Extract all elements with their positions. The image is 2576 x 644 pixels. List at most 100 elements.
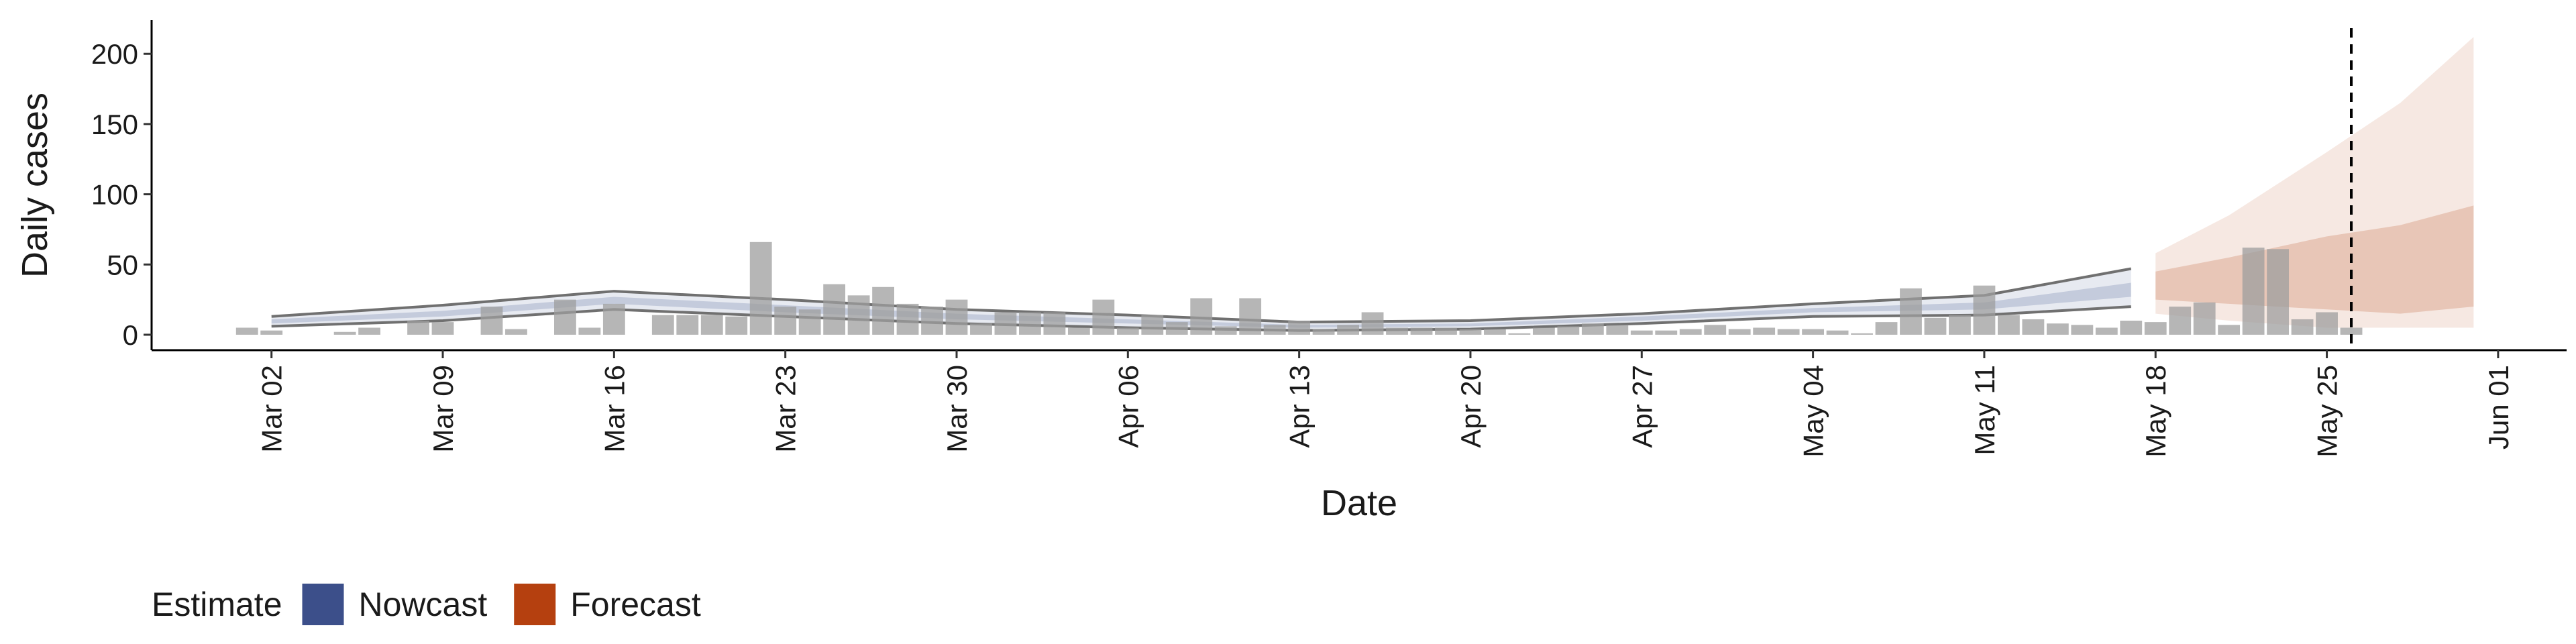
bar xyxy=(847,295,870,335)
ribbon-outer xyxy=(2155,37,2474,328)
bar xyxy=(1435,327,1457,335)
bar xyxy=(2022,319,2045,335)
x-tick-label: Mar 09 xyxy=(427,365,459,453)
bar xyxy=(1410,327,1433,335)
x-tick-label: May 04 xyxy=(1798,365,1829,458)
bar xyxy=(1630,330,1653,335)
bar xyxy=(896,303,919,335)
legend-swatch xyxy=(302,584,344,625)
ribbon-edge xyxy=(271,267,2132,324)
ribbon-inner xyxy=(271,282,2131,328)
bar xyxy=(2169,307,2192,335)
bar xyxy=(1459,329,1482,335)
ribbon-inner xyxy=(2155,205,2474,314)
bar xyxy=(1067,327,1090,335)
x-tick-label: Apr 27 xyxy=(1626,365,1658,448)
x-tick-label: Apr 20 xyxy=(1455,365,1487,448)
bar xyxy=(1997,315,2020,335)
bar xyxy=(2291,319,2314,335)
bar xyxy=(1337,325,1359,335)
bar xyxy=(945,299,968,335)
bar xyxy=(1826,330,1849,335)
bar xyxy=(1900,288,1922,335)
bar xyxy=(676,315,699,335)
bar xyxy=(554,299,576,335)
bar xyxy=(260,330,283,335)
bar xyxy=(970,323,992,335)
bar xyxy=(1557,326,1580,335)
bar xyxy=(2340,327,2363,335)
y-tick-label: 100 xyxy=(91,179,138,211)
x-tick-label: Jun 01 xyxy=(2483,365,2514,449)
bar xyxy=(1581,323,1604,335)
bar xyxy=(1386,327,1408,335)
bar xyxy=(1263,325,1286,335)
bar xyxy=(798,309,821,335)
bar xyxy=(1092,299,1115,335)
bar xyxy=(602,303,625,335)
x-tick-label: May 11 xyxy=(1969,365,2000,455)
bar xyxy=(1141,315,1164,335)
bar xyxy=(700,315,723,335)
bar xyxy=(578,327,601,335)
bar xyxy=(1704,325,1727,335)
bar xyxy=(2144,322,2167,335)
bar xyxy=(431,322,454,335)
bar xyxy=(2267,249,2290,335)
bar xyxy=(1802,329,1825,335)
x-tick-label: May 25 xyxy=(2312,365,2343,458)
x-tick-label: Apr 13 xyxy=(1284,365,1316,448)
bar xyxy=(1116,327,1139,335)
ribbon-edge xyxy=(271,305,2131,332)
x-tick-label: Apr 06 xyxy=(1112,365,1144,448)
bar xyxy=(480,307,503,335)
bar xyxy=(725,316,748,335)
y-tick-label: 0 xyxy=(123,319,138,351)
bar xyxy=(1777,329,1800,335)
bar xyxy=(1239,298,1262,335)
legend-label: Nowcast xyxy=(359,586,488,623)
bar xyxy=(1973,285,1996,335)
bar xyxy=(2218,325,2241,335)
legend-title: Estimate xyxy=(152,586,282,623)
bar xyxy=(1214,326,1237,335)
bar xyxy=(1165,322,1188,335)
bar xyxy=(921,307,943,335)
legend-label: Forecast xyxy=(570,586,701,623)
bar xyxy=(872,286,894,335)
bar xyxy=(1288,321,1311,335)
bar xyxy=(1875,322,1898,335)
bar xyxy=(1312,329,1335,335)
bar xyxy=(235,327,258,335)
bar xyxy=(774,307,797,335)
bar xyxy=(1532,327,1555,335)
bar xyxy=(1508,333,1531,335)
y-tick-label: 150 xyxy=(91,109,138,140)
bar xyxy=(2316,312,2338,335)
bar xyxy=(1019,312,1041,335)
bar xyxy=(407,321,429,335)
bar xyxy=(1484,329,1506,335)
bar xyxy=(1361,312,1384,335)
bar xyxy=(358,327,381,335)
x-tick-label: Mar 30 xyxy=(941,365,973,453)
bar xyxy=(2193,302,2216,335)
ribbon-outer xyxy=(271,268,2131,331)
bar xyxy=(2046,323,2069,335)
bar xyxy=(994,312,1017,335)
bar xyxy=(651,315,674,335)
x-tick-label: Mar 02 xyxy=(256,365,288,453)
bar xyxy=(1043,312,1066,335)
bar xyxy=(1606,325,1629,335)
bar xyxy=(2095,327,2118,335)
bar xyxy=(1851,333,1873,335)
bar xyxy=(505,329,527,335)
bar xyxy=(2242,248,2265,335)
y-axis-title: Daily cases xyxy=(15,93,55,278)
legend-swatch xyxy=(514,584,556,625)
y-tick-label: 200 xyxy=(91,38,138,70)
x-axis-title: Date xyxy=(1321,483,1397,523)
bar xyxy=(1190,298,1213,335)
